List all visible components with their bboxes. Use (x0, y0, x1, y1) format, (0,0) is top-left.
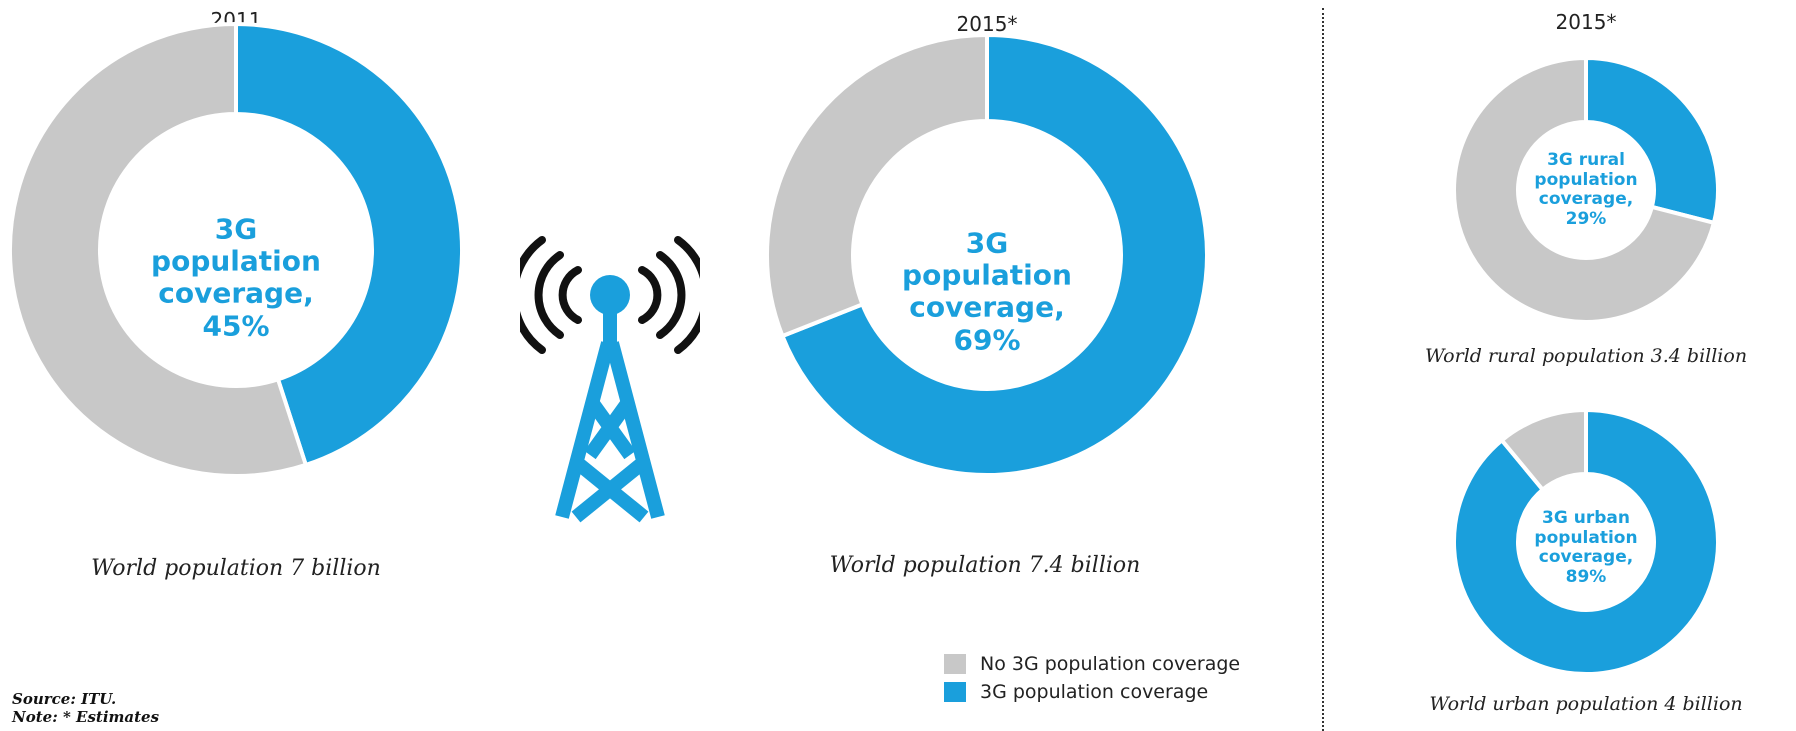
note-line: Note: * Estimates (12, 708, 160, 726)
legend-label-no-coverage: No 3G population coverage (980, 653, 1241, 675)
legend-label-coverage: 3G population coverage (980, 681, 1209, 703)
source-note: Source: ITU. Note: * Estimates (12, 690, 159, 726)
donut-slice-no-coverage (1499, 407, 1588, 493)
donut-slice-coverage (1584, 55, 1720, 226)
source-line: Source: ITU. (12, 690, 117, 708)
donut-slice-no-coverage (8, 21, 309, 478)
chart-3-center-label: 3G rural population coverage, 29% (1534, 149, 1638, 229)
donut-slice-no-coverage (1452, 55, 1717, 324)
legend-item-coverage: 3G population coverage (944, 681, 1240, 703)
legend-swatch-coverage (944, 682, 966, 702)
chart-4-center-label: 3G urban population coverage, 89% (1534, 507, 1638, 587)
legend-item-no-coverage: No 3G population coverage (944, 653, 1240, 675)
donut-slice-coverage (779, 32, 1209, 477)
donut-slice-coverage (234, 21, 464, 468)
chart-2-center-label: 3G population coverage, 69% (902, 226, 1072, 357)
chart-2-caption: World population 7.4 billion (829, 553, 1141, 578)
donut-slice-coverage (1452, 407, 1720, 676)
chart-3-year: 2015* (1555, 10, 1617, 34)
chart-3-caption: World rural population 3.4 billion (1424, 345, 1748, 367)
legend: No 3G population coverage 3G population … (944, 653, 1240, 709)
chart-2-year: 2015* (956, 12, 1018, 36)
cell-tower-icon (520, 236, 700, 523)
legend-swatch-no-coverage (944, 654, 966, 674)
chart-1-center-label: 3G population coverage, 45% (151, 212, 321, 343)
vertical-divider (1322, 8, 1324, 731)
donut-slice-no-coverage (765, 32, 989, 339)
chart-1-caption: World population 7 billion (91, 556, 381, 581)
chart-4-caption: World urban population 4 billion (1429, 693, 1743, 715)
